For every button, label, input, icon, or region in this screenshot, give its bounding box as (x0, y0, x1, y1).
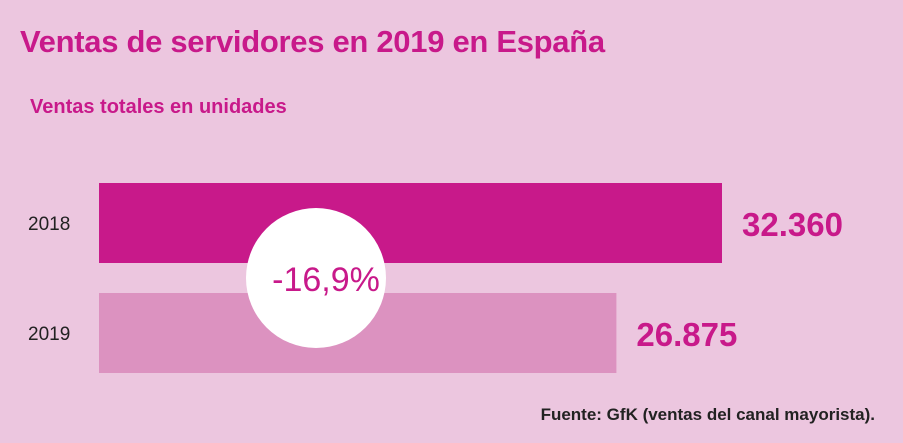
value-label-2019: 26.875 (636, 316, 737, 353)
change-circle (246, 208, 386, 348)
bar-2018 (99, 183, 722, 263)
category-label-2018: 2018 (28, 214, 70, 235)
value-label-2018: 32.360 (742, 206, 843, 243)
change-annotation: -16,9% (272, 261, 380, 299)
chart-subtitle: Ventas totales en unidades (30, 96, 287, 118)
chart-title: Ventas de servidores en 2019 en España (20, 24, 605, 59)
source-note: Fuente: GfK (ventas del canal mayorista)… (540, 405, 875, 424)
category-label-2019: 2019 (28, 324, 70, 345)
